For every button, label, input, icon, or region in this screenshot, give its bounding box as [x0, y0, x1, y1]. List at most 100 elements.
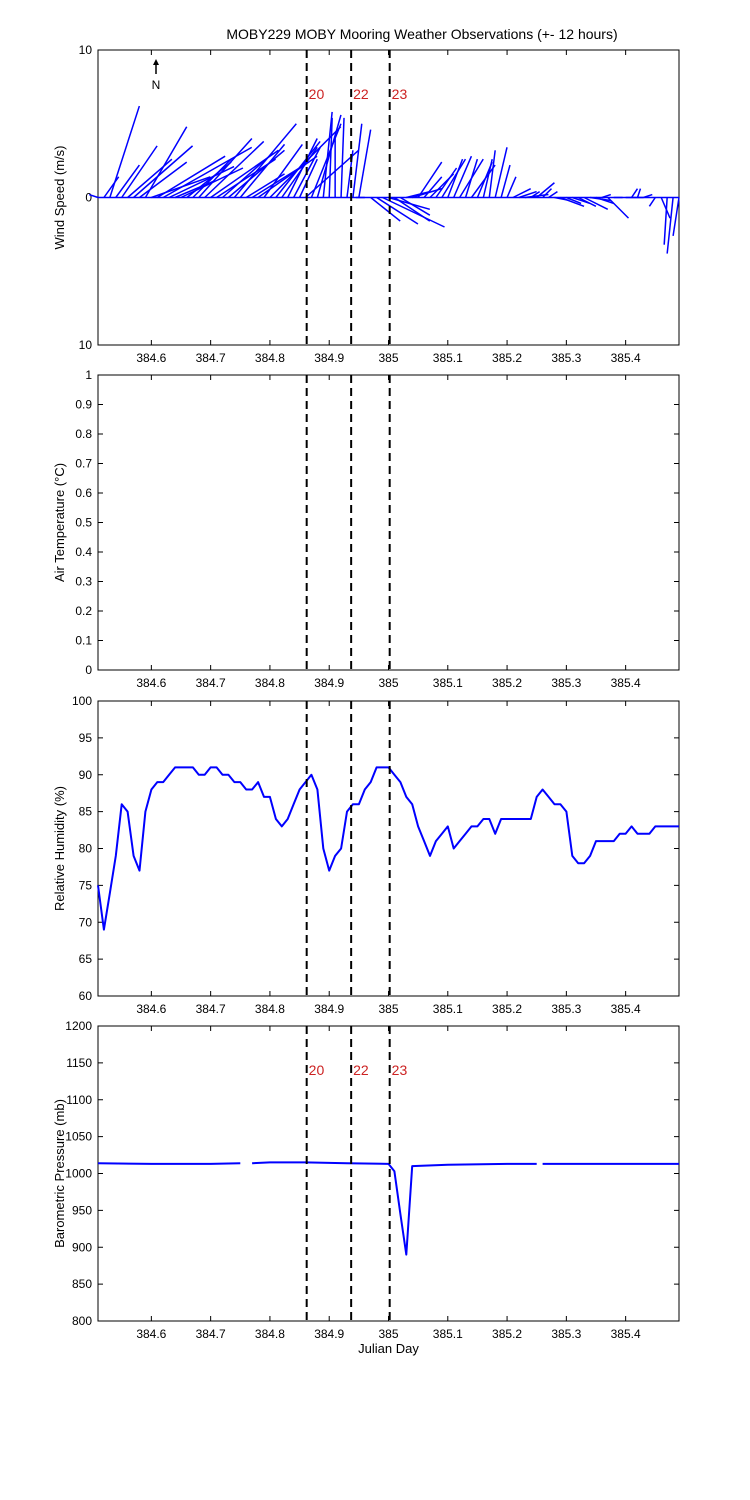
y-axis-label: Wind Speed (m/s): [52, 145, 67, 249]
wind-vector: [310, 123, 342, 198]
wind-vector: [139, 161, 188, 199]
y-tick-label: 0: [85, 191, 92, 205]
y-tick-label: 1150: [66, 1056, 92, 1070]
wind-vector: [494, 147, 508, 198]
wind-vector: [453, 155, 473, 198]
wind-vector: [109, 105, 141, 198]
wind-vector: [648, 197, 656, 207]
air-temperature-panel: 384.6 384.7 384.8 384.9 385 385.1 385.2 385.3 38…: [52, 368, 680, 690]
y-tick-label: 85: [79, 805, 93, 819]
x-axis-label: Julian Day: [358, 1341, 419, 1356]
series-line: [252, 1161, 537, 1256]
y-tick-label: 800: [72, 1314, 92, 1328]
x-tick-label: 385.4: [611, 676, 641, 690]
y-tick-label: 10: [79, 43, 93, 57]
wind-vector: [441, 158, 467, 198]
wind-vector: [663, 197, 668, 245]
y-tick-label: 1000: [65, 1167, 92, 1181]
wind-vector: [566, 196, 582, 205]
north-arrow-icon: [153, 59, 159, 65]
x-tick-label: 385.3: [551, 676, 581, 690]
x-tick-label: 385.3: [551, 1327, 581, 1341]
x-tick-label: 384.7: [196, 351, 226, 365]
y-tick-label: 900: [72, 1240, 92, 1254]
wind-vector: [340, 117, 345, 198]
x-tick-label: 385: [378, 1327, 398, 1341]
figure-title: MOBY229 MOBY Mooring Weather Observation…: [226, 26, 617, 42]
wind-vector: [251, 167, 300, 199]
x-tick-label: 385.1: [433, 1002, 463, 1016]
wind-vector: [358, 129, 372, 198]
x-tick-label: 385.4: [611, 1327, 641, 1341]
wind-vector: [257, 155, 318, 199]
y-tick-label: 0.9: [75, 398, 92, 412]
wind-vector: [470, 164, 496, 198]
y-axis-label: Relative Humidity (%): [52, 786, 67, 911]
y-tick-label: 95: [79, 731, 93, 745]
wind-vector: [536, 182, 555, 199]
y-tick-label: 950: [72, 1203, 92, 1217]
wind-vector: [666, 197, 674, 254]
event-label: 23: [392, 86, 408, 102]
y-tick-label: 1: [85, 368, 92, 382]
barometric-pressure-panel: 384.6 384.7 384.8 384.9 385 385.1 385.2 385.3 38…: [52, 1019, 680, 1356]
wind-vector: [370, 196, 401, 222]
x-tick-label: 384.6: [136, 351, 166, 365]
wind-vector: [583, 196, 609, 210]
y-tick-label: 1200: [65, 1019, 92, 1033]
x-tick-label: 384.9: [314, 1002, 344, 1016]
x-tick-label: 385.1: [433, 676, 463, 690]
wind-vector: [630, 188, 639, 198]
x-tick-label: 385: [378, 676, 398, 690]
wind-vector: [577, 196, 597, 208]
wind-vector: [156, 155, 226, 199]
wind-vector: [530, 190, 541, 199]
x-tick-label: 384.6: [136, 1327, 166, 1341]
x-tick-label: 384.9: [314, 1327, 344, 1341]
series-line: [97, 1162, 241, 1165]
wind-vector: [542, 188, 553, 199]
x-tick-label: 384.7: [196, 676, 226, 690]
wind-vector: [121, 145, 158, 198]
wind-vector: [548, 190, 558, 199]
wind-vector: [222, 152, 274, 199]
y-tick-label: 1100: [66, 1093, 92, 1107]
x-tick-label: 385.1: [433, 1327, 463, 1341]
wind-vector: [198, 137, 253, 199]
y-tick-label: 0.8: [75, 427, 92, 441]
x-tick-label: 385: [378, 1002, 398, 1016]
wind-vector: [601, 193, 612, 199]
x-tick-label: 385.2: [492, 1327, 522, 1341]
wind-vector: [298, 158, 318, 198]
wind-vector: [382, 196, 445, 228]
y-tick-label: 75: [79, 878, 93, 892]
wind-vector: [328, 117, 333, 198]
wind-vector: [233, 123, 297, 198]
wind-vector: [500, 164, 511, 198]
wind-vector: [352, 123, 363, 198]
wind-vector: [435, 167, 458, 198]
wind-vector: [316, 114, 342, 198]
wind-vector: [660, 197, 671, 219]
x-tick-label: 385: [378, 351, 398, 365]
wind-vector: [399, 196, 431, 216]
event-label: 23: [392, 1062, 408, 1078]
x-tick-label: 384.6: [136, 1002, 166, 1016]
plot-frame: [97, 1025, 680, 1322]
y-tick-label: 0.4: [75, 545, 92, 559]
wind-vector: [464, 158, 479, 198]
event-label: 22: [353, 1062, 369, 1078]
x-tick-label: 384.8: [255, 1002, 285, 1016]
wind-vector: [447, 158, 464, 198]
y-tick-label: 100: [72, 694, 92, 708]
x-tick-label: 385.4: [611, 1002, 641, 1016]
wind-vector: [512, 187, 532, 199]
x-tick-label: 384.9: [314, 351, 344, 365]
event-label: 22: [353, 86, 369, 102]
x-tick-label: 384.7: [196, 1327, 226, 1341]
y-tick-label: 0.1: [75, 634, 92, 648]
wind-speed-panel: 384.6 384.7 384.8 384.9 385 385.1 385.2 385.3 38…: [52, 43, 680, 365]
wind-vector: [322, 111, 333, 198]
wind-vector: [518, 190, 537, 199]
